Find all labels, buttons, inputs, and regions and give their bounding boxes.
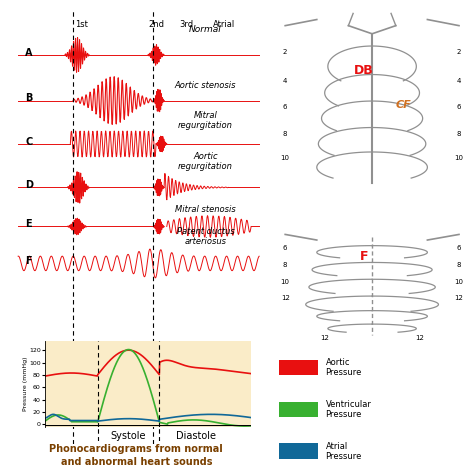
Text: Diastole: Diastole bbox=[175, 432, 216, 441]
Text: Atrial
Pressure: Atrial Pressure bbox=[326, 442, 362, 461]
Text: 8: 8 bbox=[283, 262, 287, 268]
Text: 8: 8 bbox=[457, 262, 461, 268]
Text: 10: 10 bbox=[455, 155, 464, 161]
Text: 2: 2 bbox=[283, 49, 287, 55]
Text: Systole: Systole bbox=[111, 432, 146, 441]
Text: Mitral stenosis: Mitral stenosis bbox=[175, 205, 236, 214]
Text: Phonocardiograms from normal
and abnormal heart sounds: Phonocardiograms from normal and abnorma… bbox=[49, 444, 223, 467]
Text: Aortic
Pressure: Aortic Pressure bbox=[326, 358, 362, 377]
Bar bbox=[279, 444, 318, 459]
Text: 4: 4 bbox=[457, 78, 461, 84]
Text: D: D bbox=[25, 180, 33, 190]
Text: DB: DB bbox=[354, 64, 374, 77]
Text: 8: 8 bbox=[283, 131, 287, 137]
Text: 2: 2 bbox=[457, 49, 461, 55]
Text: 1st: 1st bbox=[74, 20, 88, 29]
Text: 12: 12 bbox=[281, 295, 290, 301]
Text: 3rd: 3rd bbox=[180, 20, 194, 29]
Text: Ventricular
Pressure: Ventricular Pressure bbox=[326, 400, 371, 419]
Text: 6: 6 bbox=[283, 245, 287, 251]
Text: F: F bbox=[26, 256, 32, 266]
Text: Mitral
regurgitation: Mitral regurgitation bbox=[178, 111, 233, 130]
Text: E: E bbox=[26, 219, 32, 229]
Text: 6: 6 bbox=[457, 245, 461, 251]
Text: F: F bbox=[360, 250, 368, 263]
Text: 4: 4 bbox=[283, 78, 287, 84]
Text: 2nd: 2nd bbox=[148, 20, 164, 29]
Bar bbox=[279, 360, 318, 375]
Text: 6: 6 bbox=[457, 104, 461, 110]
Text: Normal: Normal bbox=[189, 25, 222, 34]
Text: Aortic
regurgitation: Aortic regurgitation bbox=[178, 151, 233, 171]
Text: A: A bbox=[25, 48, 33, 58]
Text: 12: 12 bbox=[415, 334, 424, 340]
Text: Atrial: Atrial bbox=[213, 20, 236, 29]
Text: 10: 10 bbox=[281, 278, 290, 284]
Text: B: B bbox=[25, 93, 33, 103]
Y-axis label: Pressure (mmHg): Pressure (mmHg) bbox=[23, 357, 27, 411]
Text: 8: 8 bbox=[457, 131, 461, 137]
Text: C: C bbox=[25, 137, 32, 147]
Text: 10: 10 bbox=[281, 155, 290, 161]
Bar bbox=[279, 402, 318, 417]
Text: 10: 10 bbox=[455, 278, 464, 284]
Text: CF: CF bbox=[396, 100, 411, 110]
Text: 12: 12 bbox=[455, 295, 464, 301]
Text: 12: 12 bbox=[320, 334, 329, 340]
Text: Patent ductus
arteriosus: Patent ductus arteriosus bbox=[177, 226, 235, 246]
Text: Aortic stenosis: Aortic stenosis bbox=[175, 81, 237, 90]
Text: 6: 6 bbox=[283, 104, 287, 110]
